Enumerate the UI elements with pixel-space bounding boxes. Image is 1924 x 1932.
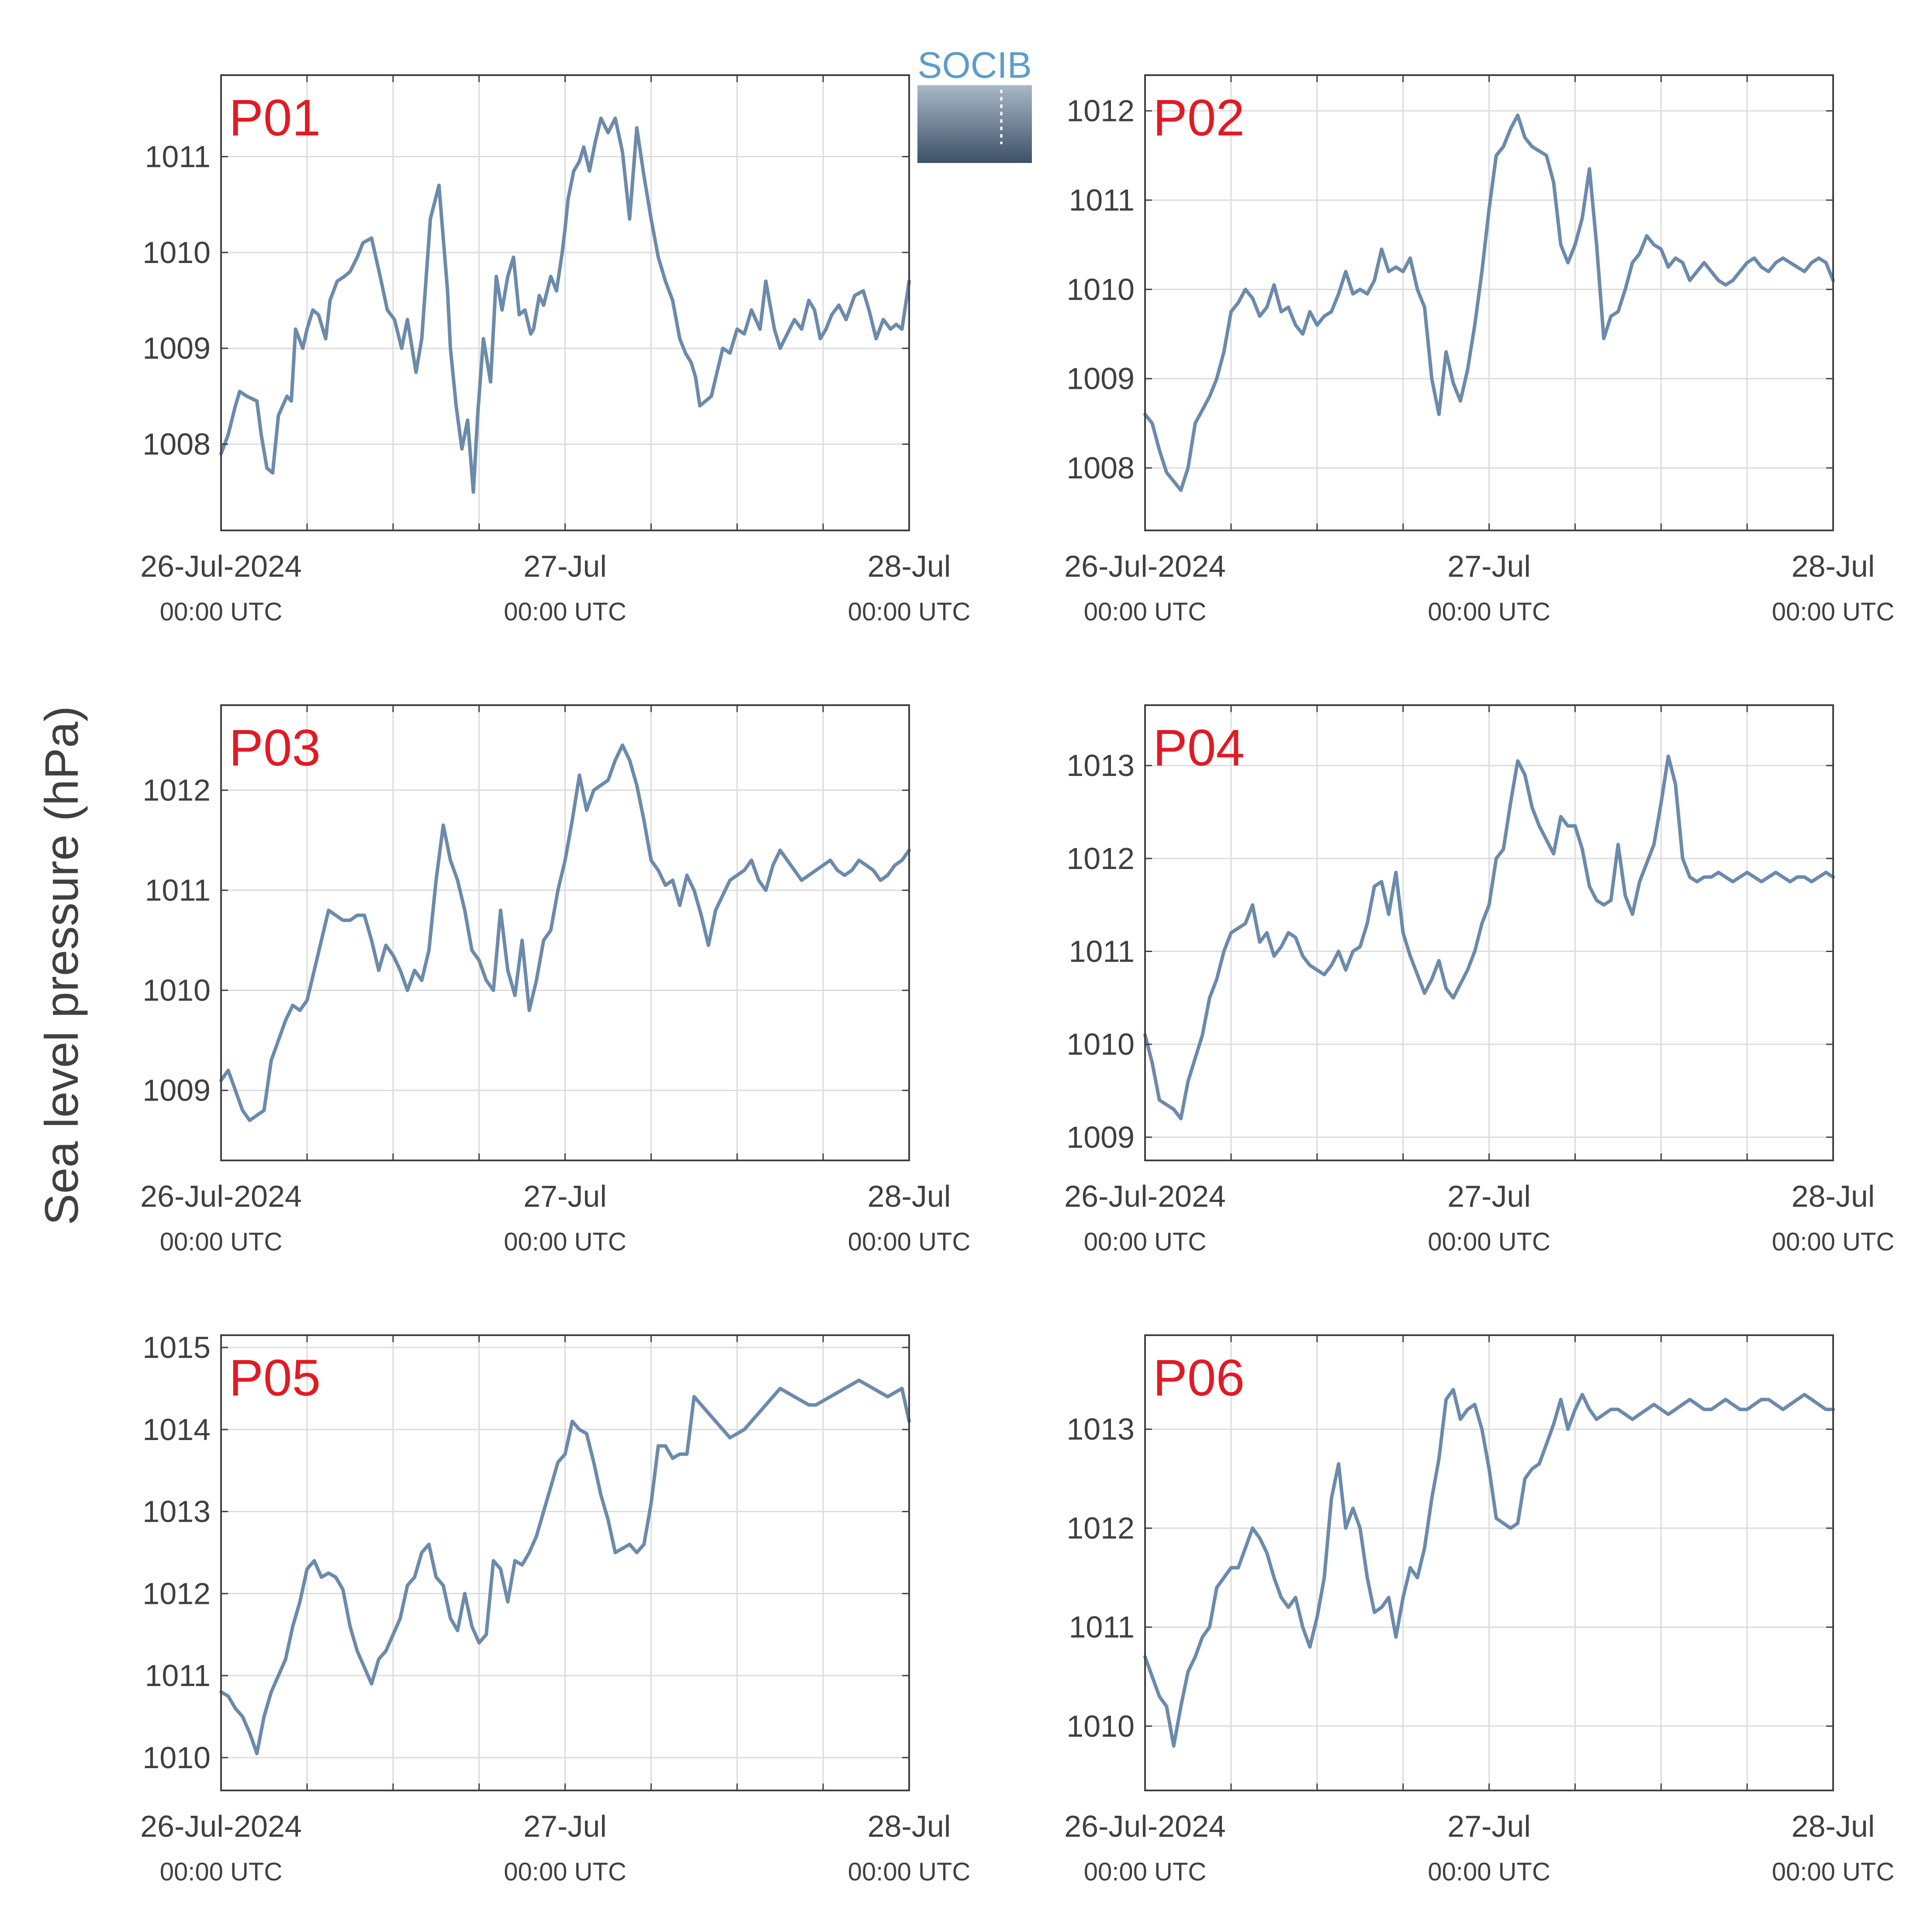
chart-p06-panel: 1010 1011 1012 1013 26-Jul-2024 00:00 UTC 27-J… (1064, 1334, 1894, 1886)
chart-p04-y-tick-label: 1010 (1066, 1027, 1135, 1061)
chart-p01-x-tick-label-time: 00:00 UTC (504, 598, 626, 626)
chart-p05-x-tick-label-time: 00:00 UTC (160, 1858, 282, 1886)
chart-p02-x-tick-label-date: 28-Jul (1792, 549, 1875, 583)
chart-p01-x-tick-label-date: 26-Jul-2024 (140, 549, 302, 583)
chart-p03-y-tick-label: 1011 (145, 873, 211, 907)
chart-p03-y-tick-label: 1010 (142, 973, 211, 1008)
chart-p06-y-tick-label: 1011 (1069, 1610, 1135, 1644)
chart-p01-title: P01 (229, 89, 321, 147)
chart-p06-title: P06 (1153, 1349, 1245, 1407)
chart-p04-y-tick-label: 1012 (1066, 841, 1135, 876)
chart-p06-x-tick-label-date: 28-Jul (1792, 1809, 1875, 1843)
chart-p04-x-tick-label-time: 00:00 UTC (1084, 1228, 1206, 1256)
chart-p05-y-tick-label: 1015 (142, 1330, 211, 1364)
chart-p03-panel: 1009 1010 1011 1012 26-Jul-2024 00:00 UTC 27-J… (140, 704, 970, 1256)
chart-p04-title: P04 (1153, 719, 1245, 777)
chart-p06-y-tick-label: 1010 (1066, 1709, 1135, 1743)
panels-container: 1008 1009 1010 1011 26-Jul-2024 00:00 UTC 27-J… (140, 74, 1894, 1886)
chart-p06-y-tick-label: 1012 (1066, 1511, 1135, 1545)
chart-p04-y-tick-label: 1013 (1066, 748, 1135, 782)
chart-p01-x-tick-label-date: 27-Jul (523, 549, 607, 583)
chart-p03-x-tick-label-date: 26-Jul-2024 (140, 1179, 302, 1213)
chart-p02-x-tick-label-time: 00:00 UTC (1772, 598, 1894, 626)
chart-p04-x-tick-label-time: 00:00 UTC (1428, 1228, 1550, 1256)
chart-p04-x-tick-label-date: 28-Jul (1792, 1179, 1875, 1213)
chart-p02-x-tick-label-date: 27-Jul (1447, 549, 1531, 583)
chart-p03-y-tick-label: 1009 (142, 1073, 211, 1108)
chart-p03-x-tick-label-time: 00:00 UTC (848, 1228, 970, 1256)
chart-p02-x-tick-label-time: 00:00 UTC (1428, 598, 1550, 626)
chart-p02-y-tick-label: 1011 (1069, 183, 1135, 217)
chart-p05-y-tick-label: 1012 (142, 1576, 211, 1610)
chart-p03-x-tick-label-date: 28-Jul (868, 1179, 951, 1213)
chart-p05-y-tick-label: 1010 (142, 1741, 211, 1775)
chart-p05-series-line (219, 1378, 911, 1755)
chart-p06-x-tick-label-time: 00:00 UTC (1772, 1858, 1894, 1886)
logo-block (917, 85, 1032, 163)
chart-p05-y-tick-label: 1011 (145, 1658, 211, 1693)
chart-p04-y-tick-label: 1009 (1066, 1120, 1135, 1154)
chart-p05-x-tick-label-time: 00:00 UTC (848, 1858, 970, 1886)
chart-p06-x-tick-label-time: 00:00 UTC (1084, 1858, 1206, 1886)
chart-p03-y-tick-label: 1012 (142, 773, 211, 807)
chart-p02-x-tick-label-time: 00:00 UTC (1084, 598, 1206, 626)
logo-text: SOCIB (917, 45, 1031, 86)
chart-p01-y-tick-label: 1009 (142, 331, 211, 365)
chart-p03-title: P03 (229, 719, 321, 777)
chart-p01-panel: 1008 1009 1010 1011 26-Jul-2024 00:00 UTC 27-J… (140, 74, 970, 626)
chart-p06-series-line (1143, 1388, 1835, 1748)
chart-p02-y-tick-label: 1009 (1066, 362, 1135, 396)
chart-p05-y-tick-label: 1013 (142, 1495, 211, 1529)
chart-p02-y-tick-label: 1010 (1066, 272, 1135, 306)
chart-p02-x-tick-label-date: 26-Jul-2024 (1064, 549, 1226, 583)
chart-p01-x-tick-label-time: 00:00 UTC (848, 598, 970, 626)
chart-p01-y-tick-label: 1008 (142, 427, 211, 461)
chart-p06-x-tick-label-time: 00:00 UTC (1428, 1858, 1550, 1886)
chart-p01-y-tick-label: 1010 (142, 235, 211, 270)
chart-p06-y-tick-label: 1013 (1066, 1412, 1135, 1446)
chart-p01-x-tick-label-date: 28-Jul (868, 549, 951, 583)
chart-p05-x-tick-label-date: 26-Jul-2024 (140, 1809, 302, 1843)
chart-p04-x-tick-label-date: 27-Jul (1447, 1179, 1531, 1213)
chart-p04-x-tick-label-time: 00:00 UTC (1772, 1228, 1894, 1256)
chart-p02-series-line (1143, 113, 1835, 492)
chart-p06-x-tick-label-date: 27-Jul (1447, 1809, 1531, 1843)
chart-p03-x-tick-label-time: 00:00 UTC (504, 1228, 626, 1256)
chart-p02-title: P02 (1153, 89, 1245, 147)
chart-p04-x-tick-label-date: 26-Jul-2024 (1064, 1179, 1226, 1213)
chart-p05-y-tick-label: 1014 (142, 1413, 211, 1447)
chart-p02-panel: 1008 1009 1010 1011 1012 26-Jul-2024 00:00 UTC… (1064, 74, 1894, 626)
chart-p01-x-tick-label-time: 00:00 UTC (160, 598, 282, 626)
chart-p05-x-tick-label-time: 00:00 UTC (504, 1858, 626, 1886)
chart-p06-x-tick-label-date: 26-Jul-2024 (1064, 1809, 1226, 1843)
chart-p03-x-tick-label-date: 27-Jul (523, 1179, 607, 1213)
y-axis-label: Sea level pressure (hPa) (35, 706, 88, 1226)
chart-p03-series-line (219, 743, 911, 1122)
chart-p01-y-tick-label: 1011 (145, 139, 211, 173)
chart-p03-x-tick-label-time: 00:00 UTC (160, 1228, 282, 1256)
socib-logo: SOCIB (917, 45, 1032, 163)
chart-p05-panel: 1010 1011 1012 1013 1014 1015 26-Jul-2024 00:00… (140, 1330, 970, 1886)
chart-p04-panel: 1009 1010 1011 1012 1013 26-Jul-2024 00:00 UTC… (1064, 704, 1894, 1256)
chart-p02-y-tick-label: 1012 (1066, 94, 1135, 128)
chart-p05-x-tick-label-date: 27-Jul (523, 1809, 607, 1843)
chart-p02-y-tick-label: 1008 (1066, 451, 1135, 485)
chart-p01-series-line (219, 116, 911, 494)
chart-p04-y-tick-label: 1011 (1069, 935, 1135, 969)
chart-p04-series-line (1143, 755, 1835, 1121)
chart-p05-title: P05 (229, 1349, 321, 1407)
chart-p05-x-tick-label-date: 28-Jul (868, 1809, 951, 1843)
